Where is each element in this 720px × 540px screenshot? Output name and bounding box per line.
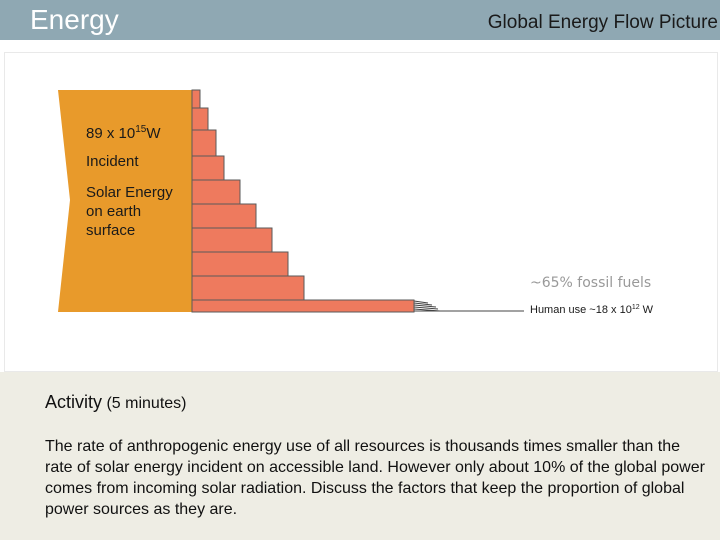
flow-step: [191, 203, 257, 229]
activity-body: The rate of anthropogenic energy use of …: [45, 438, 705, 518]
section-title: Energy: [30, 4, 119, 35]
incident-energy-block: [58, 90, 192, 312]
slide-title: Global Energy Flow Picture: [487, 12, 718, 33]
fossil-fuel-label: ~65% fossil fuels: [530, 275, 652, 291]
flow-step: [191, 299, 415, 313]
human-use-label: Human use ~18 x 1012 W: [530, 304, 654, 316]
activity-title: Activity (5 minutes): [45, 392, 187, 412]
incident-description: Solar Energy on earth surface: [86, 184, 173, 239]
human-use-taper: [413, 300, 524, 312]
flow-step: [191, 251, 289, 277]
flow-step: [191, 129, 217, 157]
flow-step: [191, 227, 273, 253]
flow-step: [191, 179, 241, 205]
incident-power-value: 89 x 1015W: [86, 124, 161, 142]
flow-step: [191, 107, 209, 131]
flow-step: [191, 155, 225, 181]
incident-label: Incident: [86, 153, 139, 170]
slide-header: Energy Global Energy Flow Picture: [0, 0, 720, 40]
flow-step: [191, 89, 201, 109]
flow-step: [191, 275, 305, 301]
activity-panel: Activity (5 minutes) The rate of anthrop…: [0, 372, 720, 540]
